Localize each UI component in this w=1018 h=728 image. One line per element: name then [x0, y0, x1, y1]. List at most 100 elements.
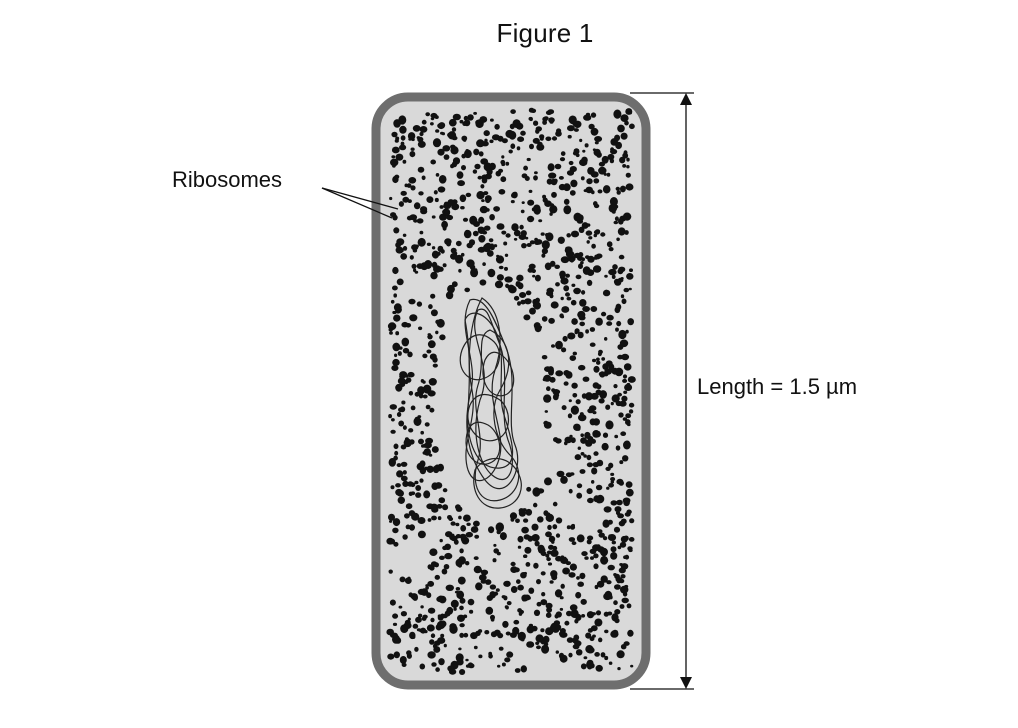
ribosome-dot [493, 548, 500, 554]
ribosome-dot [417, 166, 425, 173]
ribosome-dot [600, 575, 608, 583]
ribosome-dot [517, 136, 525, 142]
ribosome-dot [628, 111, 633, 115]
ribosome-dot [521, 243, 527, 249]
ribosome-dot [523, 165, 528, 171]
ribosome-dot [622, 378, 628, 383]
ribosome-dot [623, 535, 629, 541]
ribosome-dot [400, 135, 406, 141]
ribosome-dot [626, 273, 634, 280]
ribosome-dot [486, 168, 493, 176]
ribosome-dot [493, 591, 499, 596]
ribosome-dot [597, 189, 603, 194]
ribosome-dot [585, 230, 593, 236]
ribosome-dot [551, 191, 557, 198]
ribosome-dot [419, 663, 426, 670]
ribosome-dot [457, 593, 464, 600]
ribosome-dot [407, 199, 412, 204]
ribosome-dot [402, 470, 407, 475]
ribosome-dot [595, 664, 603, 672]
ribosome-dot [590, 438, 596, 444]
ribosome-dot [414, 646, 419, 652]
ribosome-dot [447, 665, 454, 672]
ribosome-dot [519, 292, 527, 298]
ribosome-dot [561, 405, 567, 411]
ribosome-dot [436, 504, 443, 509]
ribosome-dot [472, 230, 479, 237]
ribosome-dot [427, 334, 433, 340]
ribosome-dot [546, 557, 551, 562]
ribosome-dot [494, 123, 500, 130]
ribosome-dot [610, 472, 615, 476]
ribosome-dot [604, 337, 608, 341]
ribosome-dot [622, 455, 629, 462]
ribosome-dot [410, 491, 416, 496]
ribosome-dot [507, 284, 515, 291]
ribosome-dot [554, 589, 563, 598]
ribosome-dot [595, 317, 603, 326]
ribosome-dot [515, 281, 522, 288]
ribosome-dot [626, 157, 630, 162]
ribosome-dot [596, 357, 600, 362]
ribosome-dot [467, 114, 474, 121]
ribosome-dot [413, 417, 422, 426]
ribosome-dot [399, 144, 407, 151]
ribosome-dot [462, 121, 467, 127]
ribosome-dot [416, 218, 424, 224]
ribosome-dot [434, 640, 441, 646]
ribosome-dot [440, 633, 445, 638]
ribosome-dot [561, 347, 567, 353]
ribosome-dot [611, 274, 616, 279]
ribosome-dot [429, 392, 434, 397]
ribosome-dot [430, 633, 436, 638]
ribosome-dot [422, 353, 428, 359]
ribosome-dot [585, 186, 593, 194]
ribosome-dot [473, 520, 480, 527]
ribosome-dot [607, 564, 615, 571]
ribosome-dot [575, 214, 579, 218]
ribosome-dot [626, 509, 632, 515]
ribosome-dot [603, 506, 612, 513]
ribosome-dot [459, 533, 467, 540]
ribosome-dot [465, 561, 470, 566]
ribosome-dot [496, 530, 501, 535]
ribosome-dot [459, 605, 464, 611]
ribosome-dot [543, 374, 552, 382]
ribosome-dot [610, 148, 618, 155]
ribosome-dot [555, 438, 562, 444]
ribosome-dot [525, 508, 533, 516]
ribosome-dot [623, 440, 631, 450]
ribosome-dot [395, 136, 400, 141]
ribosome-dot [455, 587, 461, 591]
ribosome-dot [535, 297, 540, 303]
ribosome-dot [488, 526, 495, 534]
ribosome-dot [555, 624, 562, 631]
ribosome-dot [565, 250, 575, 258]
ribosome-dot [450, 535, 458, 542]
ribosome-dot [526, 243, 532, 247]
ribosome-dot [451, 127, 457, 132]
ribosome-dot [616, 650, 625, 659]
ribosome-dot [560, 296, 564, 301]
ribosome-dot [619, 156, 626, 164]
ribosome-dot [398, 407, 404, 413]
ribosome-dot [614, 609, 621, 615]
ribosome-dot [393, 119, 401, 128]
ribosome-dot [422, 380, 426, 384]
ribosome-dot [565, 292, 570, 297]
ribosome-dot [473, 556, 479, 560]
ribosome-dot [539, 134, 545, 140]
ribosome-dot [425, 404, 431, 410]
ribosome-dot [588, 123, 595, 130]
ribosome-dot [498, 646, 504, 651]
ribosome-dot [622, 374, 628, 379]
ribosome-dot [569, 434, 573, 439]
ribosome-dot [445, 584, 454, 591]
ribosome-dot [593, 148, 601, 157]
ribosome-dot [395, 383, 403, 392]
ribosome-dot [582, 376, 590, 382]
ribosome-dot [523, 554, 528, 558]
ribosome-dot [477, 568, 483, 573]
ribosome-dot [517, 301, 521, 306]
ribosome-dot [484, 242, 492, 250]
